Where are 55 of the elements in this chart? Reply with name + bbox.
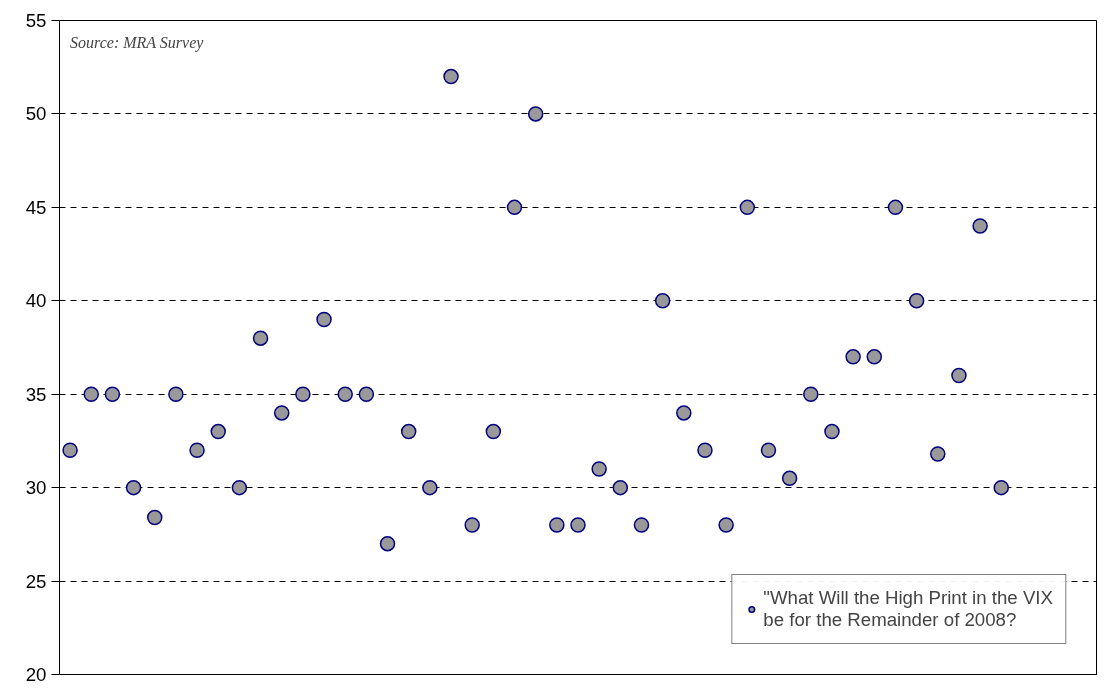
point (464, 517, 480, 533)
point (273, 405, 290, 421)
point (316, 311, 332, 328)
point (125, 479, 142, 496)
point (781, 470, 798, 487)
point (422, 479, 438, 496)
y-tick-label: 25 (25, 570, 47, 592)
point (549, 517, 565, 533)
legend-label: "What Will the High Print in the VIX be for the Remainder of 2008? (763, 587, 1053, 631)
point (951, 367, 967, 384)
y-tick-label: 55 (25, 10, 47, 31)
point (337, 386, 353, 402)
point (506, 199, 523, 216)
point (824, 423, 840, 440)
y-tick-label: 30 (25, 477, 47, 499)
point (803, 386, 819, 402)
annotation: Source: MRA Survey (70, 33, 205, 52)
point (358, 386, 375, 402)
y-tick-label: 50 (25, 103, 47, 125)
point (146, 509, 163, 526)
point (845, 349, 861, 365)
point (570, 517, 586, 533)
point (866, 349, 883, 365)
point (379, 535, 396, 552)
point (739, 199, 756, 216)
point (993, 479, 1010, 496)
point (760, 442, 777, 459)
point (83, 386, 99, 402)
point (676, 405, 692, 421)
point (485, 423, 502, 440)
y-tick-label: 45 (25, 196, 47, 218)
y-tick-label: 40 (25, 290, 47, 312)
point (591, 461, 607, 477)
point (654, 293, 671, 309)
y-tick-label: 20 (25, 664, 47, 685)
point (972, 218, 988, 234)
point (443, 68, 459, 85)
point (62, 442, 78, 459)
point (718, 517, 734, 533)
point (612, 479, 629, 496)
point (168, 386, 184, 402)
point (930, 446, 946, 462)
point (252, 330, 269, 346)
point (908, 293, 925, 309)
y-tick-label: 35 (25, 383, 47, 405)
point (400, 423, 417, 440)
point (210, 423, 226, 440)
point (887, 199, 904, 216)
point (527, 106, 544, 122)
point (697, 442, 713, 459)
point (633, 517, 650, 533)
point (231, 479, 248, 496)
point (295, 386, 311, 402)
point (189, 442, 205, 459)
point (104, 386, 121, 402)
